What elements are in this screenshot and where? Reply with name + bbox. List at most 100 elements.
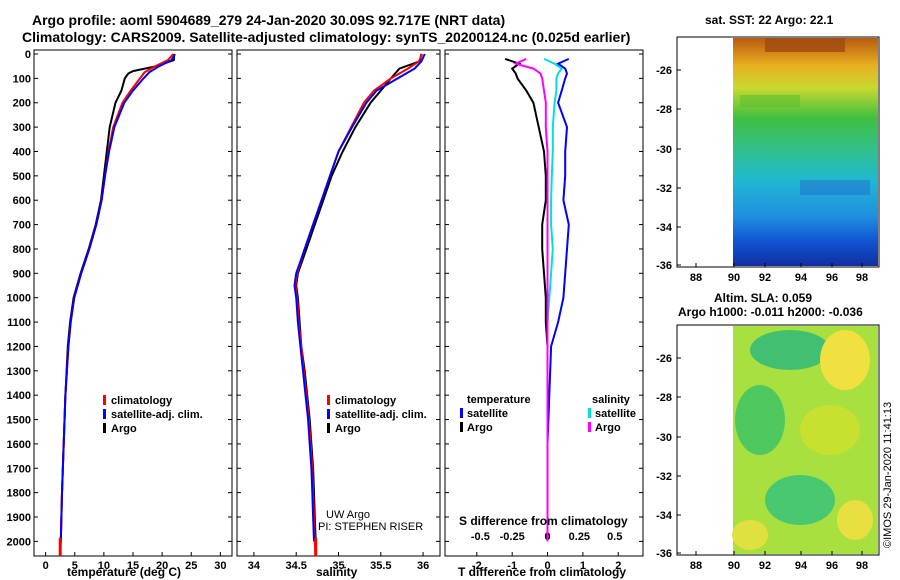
x-tick-label: 34 xyxy=(248,560,261,572)
lon-tick-label: 88 xyxy=(690,560,702,572)
depth-tick-label: 1500 xyxy=(7,415,31,427)
lon-tick-label: 98 xyxy=(856,560,868,572)
temperature-panel xyxy=(33,49,233,557)
legend-swatch-t-satellite xyxy=(460,408,463,418)
legend-argo: Argo xyxy=(335,423,361,435)
lat-tick-label: -36 xyxy=(656,548,672,560)
sst-field xyxy=(733,38,878,266)
legend-climatology: climatology xyxy=(335,395,397,407)
x-tick-label: 25 xyxy=(185,560,197,572)
series-line-temperature-argo xyxy=(504,57,549,542)
x-tick-label: -2 xyxy=(472,560,482,572)
depth-tick-label: 900 xyxy=(13,268,31,280)
lon-tick-label: 98 xyxy=(856,272,868,284)
sst-map-axes: -26 -28 -30 -32 -34 -36 88 90 92 94 96 98 xyxy=(656,65,868,284)
lon-tick-label: 92 xyxy=(759,272,771,284)
lat-tick-label: -34 xyxy=(656,222,673,234)
depth-tick-label: 1700 xyxy=(7,463,31,475)
s-tick-label: 0.5 xyxy=(607,531,622,543)
depth-tick-label: 2000 xyxy=(7,536,31,548)
s-tick-label: 0.25 xyxy=(569,531,590,543)
series-line-argo xyxy=(295,53,423,542)
title-line-2: Climatology: CARS2009. Satellite-adjuste… xyxy=(22,29,631,45)
depth-tick-label: 1900 xyxy=(7,512,31,524)
sst-patch xyxy=(800,180,870,195)
sla-blob xyxy=(820,330,870,390)
difference-panel xyxy=(444,49,644,557)
lon-tick-label: 96 xyxy=(826,560,838,572)
t-difference-xlabel: T difference from climatology xyxy=(458,565,626,579)
lat-tick-label: -32 xyxy=(656,471,672,483)
s-tick-label: -0.25 xyxy=(500,531,525,543)
legend-satellite: satellite-adj. clim. xyxy=(111,409,203,421)
lon-tick-label: 88 xyxy=(690,272,702,284)
sla-map-axes: -26 -28 -30 -32 -34 -36 88 90 92 94 96 98 xyxy=(656,353,868,572)
depth-tick-label: 300 xyxy=(13,122,31,134)
legend-temperature: temperature xyxy=(467,394,531,406)
depth-tick-label: 700 xyxy=(13,220,31,232)
legend-t-satellite: satellite xyxy=(467,408,508,420)
x-tick-label: 0 xyxy=(43,560,49,572)
depth-axis: 0 100 200 300 400 500 600 700 800 900 1000 1100 1200… xyxy=(7,49,31,548)
salinity-panel xyxy=(236,49,441,557)
depth-tick-label: 400 xyxy=(13,146,31,158)
depth-tick-label: 1800 xyxy=(7,488,31,500)
sst-warm-patch xyxy=(765,38,845,52)
temperature-legend: climatology satellite-adj. clim. Argo xyxy=(103,395,203,435)
lat-tick-label: -26 xyxy=(656,353,672,365)
series-line-satellite-adj-clim- xyxy=(59,53,176,542)
depth-tick-label: 1200 xyxy=(7,341,31,353)
lat-tick-label: -30 xyxy=(656,144,672,156)
depth-tick-label: 1400 xyxy=(7,390,31,402)
legend-argo: Argo xyxy=(111,423,137,435)
legend-salinity: salinity xyxy=(592,394,631,406)
series-line-temperature-satellite xyxy=(546,57,570,542)
series-line-satellite-adj-clim- xyxy=(293,53,426,542)
x-tick-label: 30 xyxy=(214,560,226,572)
bottom-marker xyxy=(58,538,62,556)
sla-blob xyxy=(750,330,830,370)
salinity-xlabel: salinity xyxy=(316,565,358,579)
series-line-climatology xyxy=(59,53,174,557)
difference-legend: temperature satellite Argo salinity sate… xyxy=(460,394,636,434)
sst-map-title: sat. SST: 22 Argo: 22.1 xyxy=(705,13,834,27)
depth-tick-label: 1100 xyxy=(7,317,31,329)
sla-blob xyxy=(837,500,873,540)
depth-tick-label: 600 xyxy=(13,195,31,207)
lat-tick-label: -30 xyxy=(656,432,672,444)
legend-swatch-satellite xyxy=(327,409,330,419)
lat-tick-label: -28 xyxy=(656,392,672,404)
depth-tick-label: 1600 xyxy=(7,439,31,451)
legend-swatch-argo xyxy=(103,423,106,433)
sla-blob xyxy=(765,475,835,525)
x-tick-label: 35 xyxy=(332,560,344,572)
lon-tick-label: 92 xyxy=(759,560,771,572)
legend-swatch-climatology xyxy=(327,395,330,405)
sla-blob xyxy=(735,385,785,455)
x-tick-label: 15 xyxy=(127,560,139,572)
sla-blob xyxy=(732,520,768,550)
sla-blob xyxy=(800,405,860,455)
temperature-xlabel: temperature (deg C) xyxy=(67,565,181,579)
legend-swatch-argo xyxy=(327,423,330,433)
legend-t-argo: Argo xyxy=(467,422,493,434)
x-tick-label: 35.5 xyxy=(370,560,391,572)
salinity-chart: 34 34.5 35 35.5 36 xyxy=(237,53,440,572)
depth-tick-label: 0 xyxy=(25,49,31,61)
lon-tick-label: 90 xyxy=(728,560,740,572)
x-tick-label: 5 xyxy=(72,560,78,572)
temperature-chart: 0 5 10 15 20 25 30 xyxy=(34,53,232,572)
legend-s-argo: Argo xyxy=(595,422,621,434)
credit-line-1: UW Argo xyxy=(326,509,370,521)
s-tick-label: -0.5 xyxy=(471,531,490,543)
lon-tick-label: 94 xyxy=(795,560,808,572)
sst-patch xyxy=(740,95,800,107)
legend-swatch-t-argo xyxy=(460,422,463,432)
lon-tick-label: 96 xyxy=(826,272,838,284)
lon-tick-label: 90 xyxy=(728,272,740,284)
depth-tick-label: 200 xyxy=(13,98,31,110)
lat-tick-label: -32 xyxy=(656,183,672,195)
x-tick-label: 34.5 xyxy=(285,560,306,572)
lat-tick-label: -28 xyxy=(656,104,672,116)
